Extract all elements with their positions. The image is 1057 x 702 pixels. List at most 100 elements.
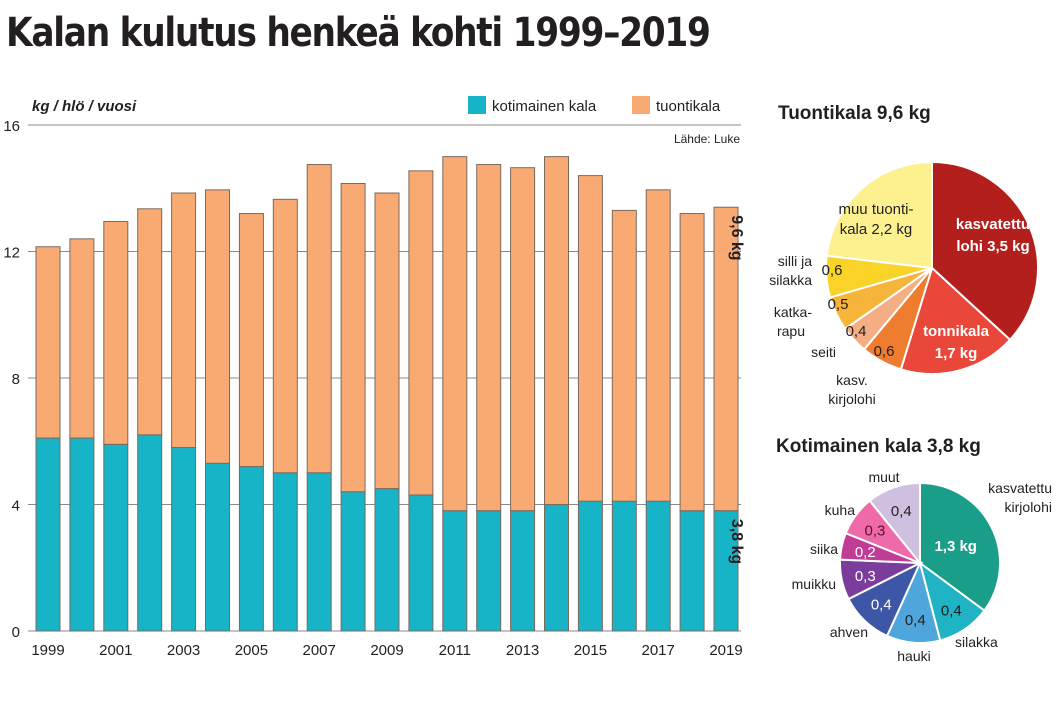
pie-domestic-outer-kuha: kuha [825, 502, 856, 518]
bar-import-2002 [137, 208, 163, 436]
bar-import-2000 [69, 238, 95, 439]
pie-domestic-value-label: 0,4 [891, 503, 912, 520]
bar-import-2010 [408, 170, 434, 496]
y-tick-label: 8 [12, 371, 20, 388]
x-tick-label: 1999 [31, 642, 64, 659]
pie-import-outer-silli-2: silakka [769, 272, 812, 288]
bar-import-2005 [238, 213, 264, 468]
bar-import-2003 [171, 192, 197, 449]
bar-domestic-2001 [103, 443, 129, 632]
y-tick-label: 0 [12, 624, 20, 641]
x-tick-label: 2007 [303, 642, 336, 659]
pie-domestic-outer-kirjolohi-2: kirjolohi [1005, 499, 1052, 515]
bar-import-2009 [374, 192, 400, 490]
source-label: Lähde: Luke [674, 132, 740, 146]
legend-swatch-import [632, 96, 650, 114]
bar-import-2018 [679, 213, 705, 512]
legend-label-domestic: kotimainen kala [492, 98, 597, 115]
pie-import-outer-silli-1: silli ja [778, 253, 812, 269]
pie-slice-kasvatettu-lohi [931, 160, 1039, 342]
x-tick-label: 2011 [439, 642, 471, 659]
x-tick-label: 2013 [506, 642, 539, 659]
bar-import-2013 [510, 167, 536, 512]
legend: kotimainen kala tuontikala [468, 96, 721, 115]
bar-import-2001 [103, 220, 129, 445]
pie-import-value-silli: 0,6 [822, 262, 843, 279]
bar-domestic-2004 [205, 462, 230, 632]
pie-import-label-lohi-1: kasvatettu [956, 216, 1030, 233]
pie-import [825, 160, 1039, 375]
bar-import-2015 [577, 175, 603, 502]
pie-slice-tonnikala [899, 266, 1012, 375]
bar-domestic-2017 [645, 500, 671, 632]
bar-import-2014 [544, 156, 569, 505]
bar-import-2017 [645, 189, 671, 502]
pie-import-outer-seiti: seiti [811, 344, 836, 360]
pie-domestic-outer-muikku: muikku [792, 576, 836, 592]
pie-import-outer-kirjolohi-2: kirjolohi [828, 391, 875, 407]
y-axis-label: kg / hlö / vuosi [32, 98, 137, 115]
bar-domestic-2013 [510, 510, 536, 632]
bar-import-1999 [35, 246, 61, 439]
bar-domestic-2007 [306, 472, 332, 632]
pie-import-title: Tuontikala 9,6 kg [778, 103, 931, 124]
bar-domestic-2006 [272, 472, 298, 632]
x-tick-label: 2015 [574, 642, 607, 659]
pie-import-label-lohi-2: lohi 3,5 kg [956, 238, 1029, 255]
pie-domestic-value-label: 0,4 [941, 602, 962, 619]
bar-domestic-2011 [442, 510, 468, 632]
bar-import-2011 [442, 156, 468, 512]
legend-swatch-domestic [468, 96, 486, 114]
pie-import-label-muu-2: kala 2,2 kg [840, 221, 913, 238]
pie-domestic-value-label: 1,3 kg [934, 538, 977, 555]
pie-domestic: 1,3 kg 0,4 0,4 0,4 0,3 0,2 0,3 0,4 [839, 481, 1001, 644]
bar-import-2016 [611, 209, 637, 502]
bar-import-2007 [306, 164, 332, 474]
legend-label-import: tuontikala [656, 98, 721, 115]
y-tick-label: 16 [3, 118, 20, 135]
pie-domestic-outer-muut: muut [868, 469, 899, 485]
bar-import-2019 [713, 206, 739, 512]
pie-import-label-muu-1: muu tuonti- [838, 201, 913, 218]
annotation-domestic-2019: 3,8 kg [728, 519, 745, 564]
x-tick-label: 2019 [709, 642, 742, 659]
pie-import-label-tonnikala-1: tonnikala [923, 323, 990, 340]
y-tick-label: 12 [3, 245, 20, 262]
bar-domestic-2014 [544, 504, 569, 632]
bar-import-2006 [272, 198, 298, 474]
pie-domestic-outer-siika: siika [810, 541, 838, 557]
pie-import-outer-katka-2: rapu [777, 323, 805, 339]
bar-import-2004 [205, 189, 230, 464]
pie-domestic-labels: kasvatettu kirjolohi silakka hauki ahven… [792, 469, 1052, 664]
pie-domestic-title: Kotimainen kala 3,8 kg [776, 436, 981, 457]
pie-domestic-value-label: 0,4 [905, 612, 926, 629]
pie-domestic-outer-silakka: silakka [955, 634, 998, 650]
pie-domestic-value-label: 0,3 [855, 568, 876, 585]
x-tick-label: 2009 [370, 642, 403, 659]
bar-domestic-2002 [137, 434, 163, 632]
y-axis-ticks: 0 4 8 12 16 [3, 118, 20, 641]
annotation-import-2019: 9,6 kg [728, 215, 745, 260]
bar-domestic-2016 [611, 500, 637, 632]
pie-import-value-seiti: 0,4 [846, 323, 867, 340]
pie-slice-kasvatettu-kirjolohi [919, 481, 1001, 612]
y-tick-label: 4 [12, 498, 20, 515]
pie-domestic-outer-ahven: ahven [830, 624, 868, 640]
pie-slice-muu-tuontikala [825, 160, 933, 270]
bar-domestic-2003 [171, 447, 197, 632]
bar-domestic-1999 [35, 437, 61, 632]
bar-import-2012 [476, 164, 502, 512]
x-tick-label: 2017 [642, 642, 675, 659]
bars [35, 156, 739, 632]
bar-domestic-2012 [476, 510, 502, 632]
bar-domestic-2008 [340, 491, 366, 632]
pie-slice-muut [868, 481, 921, 566]
pie-domestic-outer-kirjolohi-1: kasvatettu [988, 480, 1052, 496]
x-tick-label: 2003 [167, 642, 200, 659]
pie-domestic-value-label: 0,3 [865, 523, 886, 540]
bar-domestic-2010 [408, 494, 434, 632]
pie-domestic-value-label: 0,4 [871, 596, 892, 613]
pie-import-value-katkarapu: 0,5 [828, 296, 849, 313]
bar-domestic-2018 [679, 510, 705, 632]
